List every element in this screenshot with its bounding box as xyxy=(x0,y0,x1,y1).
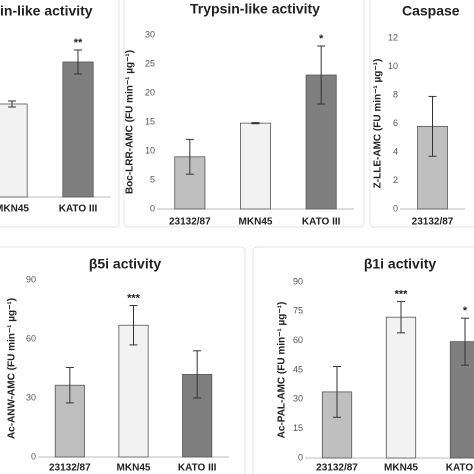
panel-frame xyxy=(123,0,365,228)
x-tick-label: KATO III xyxy=(446,463,474,474)
panel-frame xyxy=(369,0,474,228)
y-axis-label: Boc-LRR-AMC (FU min⁻¹ µg⁻¹) xyxy=(125,50,136,194)
x-tick-label: MKN45 xyxy=(384,463,418,474)
x-tick-label: KATO III xyxy=(59,204,98,215)
significance-mark: * xyxy=(463,305,468,317)
y-tick-label: 6 xyxy=(393,118,398,128)
x-tick-label: 23132/87 xyxy=(169,217,211,228)
panel-frame xyxy=(0,0,120,228)
bar xyxy=(118,324,149,458)
y-axis-label: Ac-ANW-AMC (FU min⁻¹ µg⁻¹) xyxy=(7,298,18,439)
panel-frame xyxy=(252,246,474,474)
y-tick-label: 10 xyxy=(145,145,155,155)
panel-frame xyxy=(0,246,246,474)
y-tick-label: 5 xyxy=(150,174,155,184)
bar xyxy=(449,341,474,459)
bar xyxy=(385,316,417,459)
chart-title: Caspase xyxy=(402,3,460,19)
y-tick-label: 75 xyxy=(293,306,303,316)
x-tick-label: KATO III xyxy=(178,463,217,474)
y-tick-label: 15 xyxy=(145,116,155,126)
y-tick-label: 90 xyxy=(293,276,303,286)
y-tick-label: 30 xyxy=(293,394,303,404)
significance-mark: * xyxy=(319,33,324,45)
y-tick-label: 0 xyxy=(31,451,36,461)
x-tick-label: KATO III xyxy=(302,217,341,228)
y-tick-label: 90 xyxy=(26,274,36,284)
y-tick-label: 30 xyxy=(26,392,36,402)
y-tick-label: 60 xyxy=(26,333,36,343)
bar xyxy=(0,103,28,198)
y-tick-label: 20 xyxy=(145,87,155,97)
bar xyxy=(62,61,94,198)
chart-title: Trypsin-like activity xyxy=(190,1,320,17)
x-tick-label: 23132/87 xyxy=(49,463,91,474)
significance-mark: *** xyxy=(395,288,409,300)
chart-title: β1i activity xyxy=(364,256,437,272)
y-tick-label: 60 xyxy=(293,335,303,345)
chart-title: β5i activity xyxy=(89,256,162,272)
y-tick-label: 0 xyxy=(393,203,398,213)
y-tick-label: 30 xyxy=(145,29,155,39)
y-tick-label: 10 xyxy=(388,61,398,71)
y-tick-label: 4 xyxy=(393,146,398,156)
x-tick-label: 23132/87 xyxy=(316,463,358,474)
y-tick-label: 15 xyxy=(293,423,303,433)
chart-title: in-like activity xyxy=(0,3,93,19)
y-tick-label: 8 xyxy=(393,89,398,99)
x-tick-label: MKN45 xyxy=(117,463,151,474)
y-axis-label: Z-LLE-AMC (FU min⁻¹ µg⁻¹) xyxy=(373,59,384,189)
y-tick-label: 45 xyxy=(293,364,303,374)
x-tick-label: 23132/87 xyxy=(412,217,454,228)
y-tick-label: 25 xyxy=(145,58,155,68)
y-tick-label: 0 xyxy=(298,452,303,462)
significance-mark: ** xyxy=(74,37,83,49)
x-tick-label: MKN45 xyxy=(0,204,29,215)
x-tick-label: MKN45 xyxy=(239,217,273,228)
y-tick-label: 2 xyxy=(393,175,398,185)
y-tick-label: 12 xyxy=(388,32,398,42)
y-tick-label: 0 xyxy=(150,203,155,213)
y-axis-label: Ac-PAL-AMC (FU min⁻¹ µg⁻¹) xyxy=(277,302,288,439)
significance-mark: *** xyxy=(127,292,141,304)
bar xyxy=(239,122,272,210)
